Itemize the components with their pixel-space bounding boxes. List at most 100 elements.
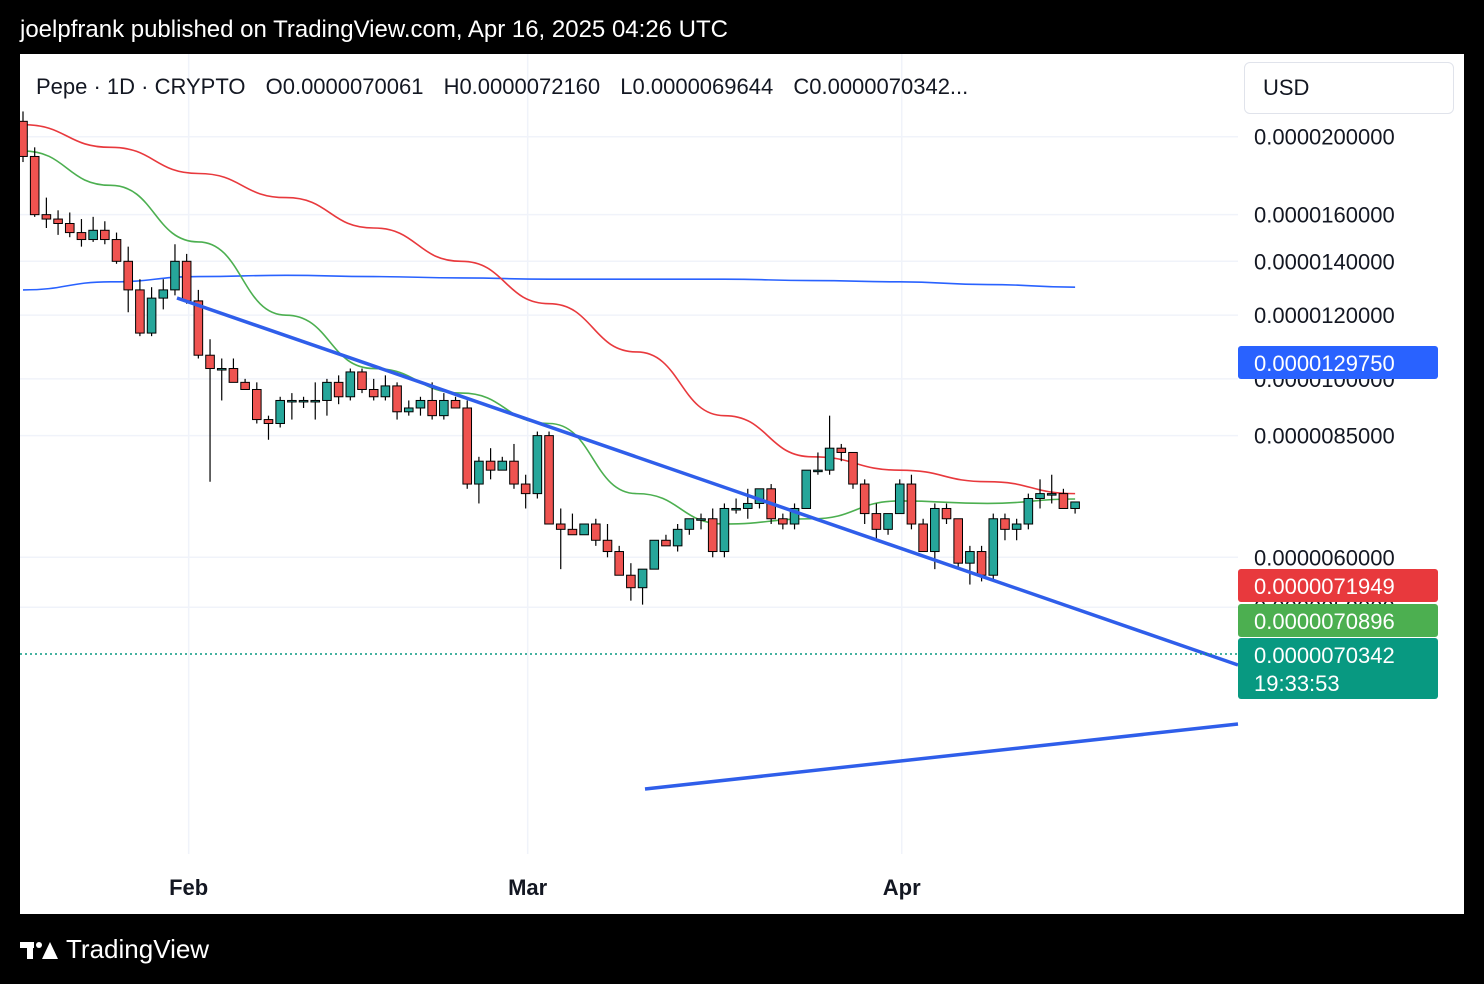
candle[interactable] — [672, 524, 683, 552]
candle[interactable] — [719, 503, 730, 558]
candle[interactable] — [813, 452, 823, 475]
candle[interactable] — [532, 431, 543, 499]
candle[interactable] — [485, 448, 496, 480]
candle[interactable] — [170, 244, 180, 296]
candle[interactable] — [637, 568, 648, 605]
candle[interactable] — [29, 147, 40, 217]
candle[interactable] — [906, 474, 917, 530]
candle[interactable] — [240, 378, 250, 390]
candle[interactable] — [1000, 513, 1010, 541]
candle[interactable] — [20, 111, 28, 163]
candle[interactable] — [322, 378, 332, 416]
candle[interactable] — [474, 456, 484, 504]
candle[interactable] — [41, 197, 52, 229]
candle[interactable] — [567, 513, 578, 536]
candle[interactable] — [333, 375, 344, 405]
candle-body — [941, 507, 952, 520]
candle[interactable] — [918, 518, 928, 553]
legend-symbol[interactable]: Pepe · 1D · CRYPTO — [36, 74, 246, 99]
candle[interactable] — [836, 443, 847, 462]
candle[interactable] — [509, 443, 519, 489]
time-tick-label: Feb — [169, 875, 208, 900]
candle[interactable] — [146, 287, 157, 337]
candle[interactable] — [1035, 479, 1045, 509]
candle[interactable] — [778, 513, 788, 530]
candle[interactable] — [462, 400, 473, 489]
candle[interactable] — [649, 539, 660, 570]
candle[interactable] — [76, 219, 87, 247]
candle[interactable] — [696, 513, 706, 530]
candle[interactable] — [380, 375, 391, 401]
candle[interactable] — [614, 545, 624, 576]
candle[interactable] — [1023, 493, 1034, 530]
candle[interactable] — [789, 503, 800, 530]
candle[interactable] — [439, 393, 449, 420]
candle[interactable] — [1070, 501, 1080, 514]
candle[interactable] — [591, 518, 601, 546]
candle[interactable] — [415, 396, 426, 416]
candle[interactable] — [427, 382, 437, 420]
candle[interactable] — [88, 216, 98, 242]
candle[interactable] — [123, 246, 134, 313]
candle[interactable] — [661, 534, 671, 547]
publisher-header: joelpfrank published on TradingView.com,… — [20, 16, 728, 43]
candle[interactable] — [392, 382, 402, 420]
candle[interactable] — [684, 518, 695, 535]
candle-body — [520, 483, 531, 495]
candle[interactable] — [53, 210, 63, 235]
candle[interactable] — [100, 221, 110, 245]
candle[interactable] — [965, 545, 975, 585]
candle[interactable] — [205, 339, 215, 482]
candle[interactable] — [497, 456, 508, 471]
candle[interactable] — [1058, 488, 1069, 509]
candle[interactable] — [111, 232, 122, 264]
candle[interactable] — [1046, 474, 1057, 504]
candle[interactable] — [520, 474, 531, 509]
candle[interactable] — [228, 358, 239, 383]
candle[interactable] — [544, 431, 554, 525]
price-chart[interactable]: 0.0000200000 0.0000160000 0.0000140000 0.00… — [20, 54, 1464, 914]
candle[interactable] — [988, 513, 999, 582]
candle[interactable] — [135, 279, 145, 337]
candle[interactable] — [602, 524, 613, 558]
candle[interactable] — [64, 212, 75, 238]
candle[interactable] — [801, 469, 812, 509]
candle[interactable] — [345, 368, 356, 401]
candle[interactable] — [941, 503, 952, 525]
candles[interactable] — [20, 111, 1080, 605]
candle[interactable] — [1011, 518, 1022, 541]
candle[interactable] — [181, 253, 192, 304]
candle[interactable] — [579, 523, 589, 536]
candle[interactable] — [287, 393, 297, 420]
candle[interactable] — [252, 382, 262, 424]
candle[interactable] — [883, 513, 893, 535]
candle[interactable] — [953, 518, 964, 570]
candle[interactable] — [930, 503, 940, 570]
candle[interactable] — [275, 396, 285, 428]
candle[interactable] — [707, 508, 718, 558]
candle[interactable] — [216, 358, 227, 401]
chart-panel[interactable]: 0.0000200000 0.0000160000 0.0000140000 0.00… — [20, 54, 1464, 914]
candle[interactable] — [263, 415, 274, 440]
candle[interactable] — [555, 508, 566, 570]
candle[interactable] — [193, 289, 204, 359]
trendlines[interactable] — [176, 296, 1239, 791]
candle[interactable] — [626, 563, 636, 601]
time-axis[interactable]: Feb Mar Apr — [169, 875, 921, 900]
candle[interactable] — [859, 479, 870, 525]
candle[interactable] — [450, 396, 461, 409]
candle[interactable] — [824, 415, 835, 475]
currency-selector[interactable]: USD — [1244, 62, 1454, 114]
candle[interactable] — [357, 368, 367, 394]
candle[interactable] — [731, 498, 741, 514]
candle[interactable] — [368, 378, 379, 401]
time-tick-label: Mar — [508, 875, 548, 900]
candle[interactable] — [848, 451, 858, 489]
candle[interactable] — [403, 400, 414, 416]
candle[interactable] — [894, 479, 905, 515]
candle[interactable] — [158, 279, 169, 310]
candle[interactable] — [310, 382, 321, 420]
candle-body — [813, 469, 823, 473]
candle[interactable] — [871, 503, 882, 541]
candle[interactable] — [298, 396, 309, 408]
